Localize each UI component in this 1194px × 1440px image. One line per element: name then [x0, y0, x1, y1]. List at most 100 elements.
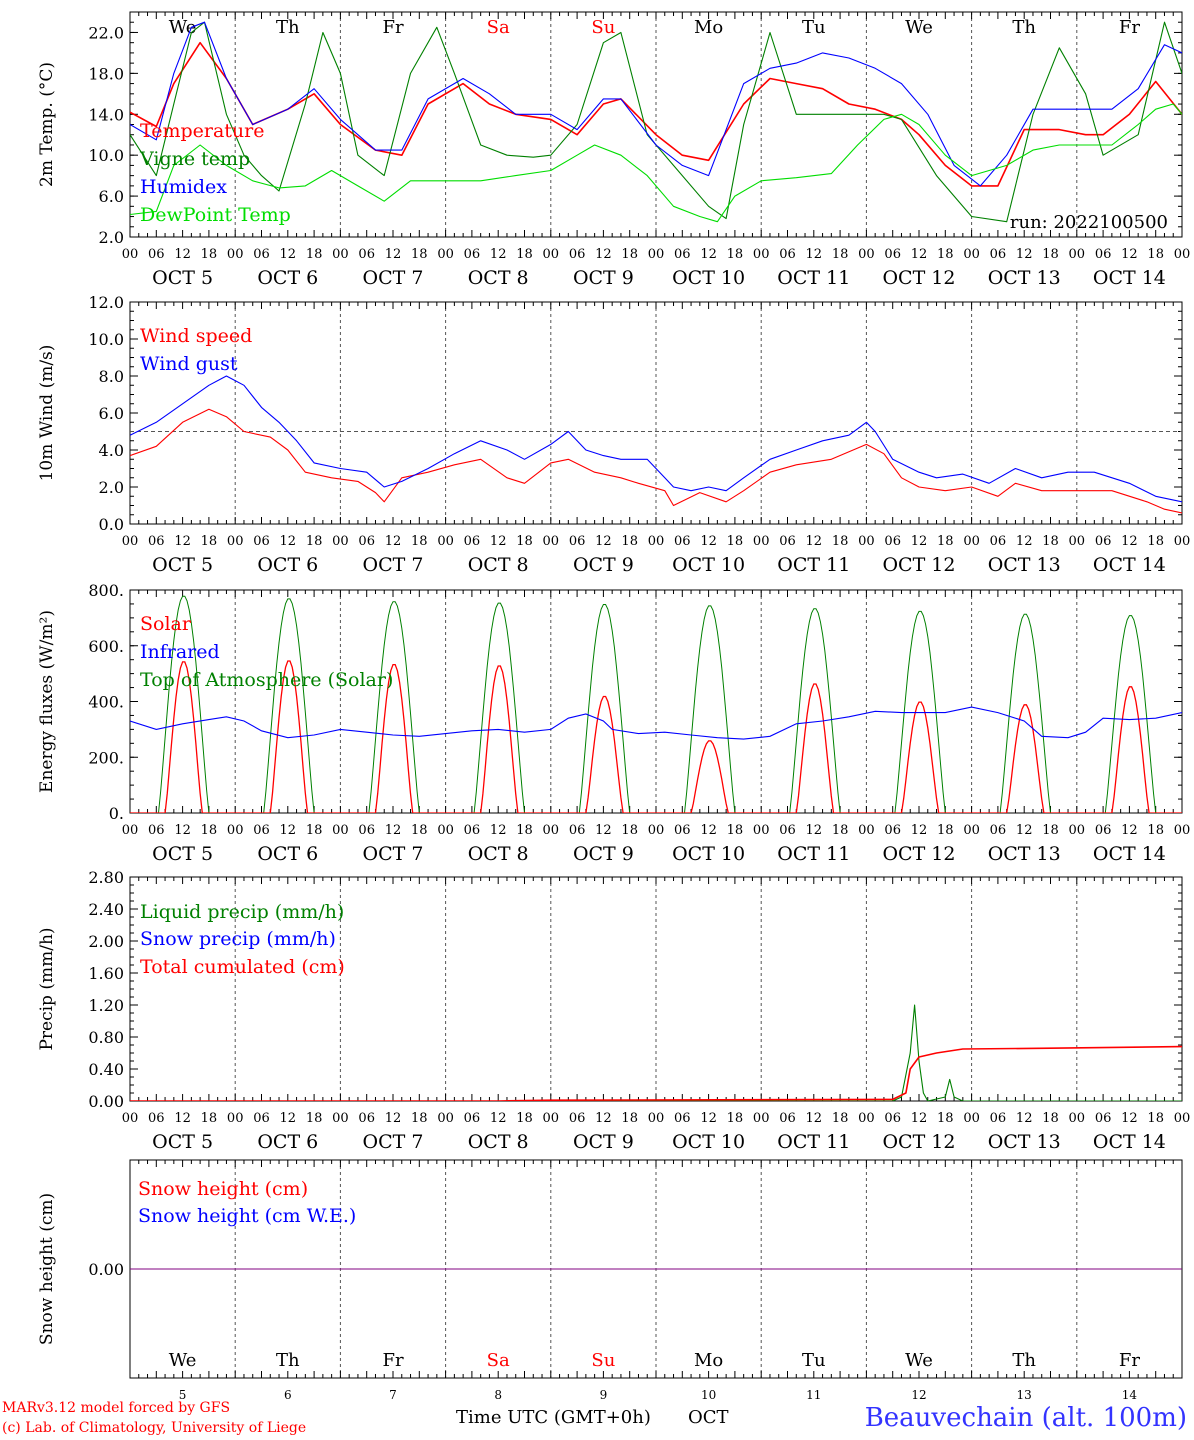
hour-label: 06	[779, 1111, 796, 1126]
hour-label: 18	[201, 534, 218, 549]
day-name-label: Th	[1012, 1350, 1036, 1371]
date-label: OCT 6	[257, 843, 318, 865]
panel-temp: 2.0 6.0 10.0 14.0 18.0 22.0 2m Temp. (°C) We Th F…	[37, 11, 1190, 289]
x-axis-label: Time UTC (GMT+0h)	[456, 1407, 651, 1428]
y-tick-label: 600.	[88, 637, 124, 656]
hour-label: 00	[332, 1111, 349, 1126]
date-label: OCT 11	[777, 554, 850, 576]
hour-label: 06	[253, 534, 270, 549]
hour-label: 18	[1042, 247, 1059, 262]
date-label: OCT 8	[468, 1131, 529, 1153]
hour-label: 18	[621, 534, 638, 549]
hour-label: 06	[884, 1111, 901, 1126]
panel-snow: 0.00 Snow height (cm) We Th Fr Sa Su Mo Tu We Th Fr…	[37, 1159, 1183, 1402]
y-tick-label: 14.0	[88, 105, 124, 124]
y-tick-label: 0.40	[88, 1060, 124, 1079]
date-label: OCT 10	[672, 267, 745, 289]
hour-label: 12	[911, 823, 928, 838]
legend-entry: Vigne temp	[139, 148, 250, 170]
series-line	[130, 103, 1182, 223]
hour-label: 18	[1042, 1111, 1059, 1126]
model-credit: MARv3.12 model forced by GFS	[2, 1400, 230, 1416]
hour-label: 18	[727, 1111, 744, 1126]
date-label: OCT 12	[882, 1131, 955, 1153]
legend-entry: Snow height (cm)	[138, 1178, 308, 1200]
y-tick-label: 22.0	[88, 23, 124, 42]
legend-entry: Temperature	[140, 120, 264, 142]
legend-entry: Infrared	[140, 641, 220, 663]
y-tick-label: 800.	[88, 581, 124, 600]
hour-label: 12	[280, 1111, 297, 1126]
day-name-label: Tu	[802, 17, 826, 38]
hour-label: 00	[1174, 1111, 1191, 1126]
date-label: OCT 5	[152, 843, 213, 865]
date-label: OCT 5	[152, 554, 213, 576]
series-line-solar	[130, 660, 1182, 813]
y-axis-label: 10m Wind (m/s)	[37, 345, 57, 482]
date-label: OCT 6	[257, 267, 318, 289]
hour-label: 06	[358, 534, 375, 549]
legend-entry: Wind speed	[140, 325, 252, 347]
hour-label: 18	[832, 247, 849, 262]
hour-label: 06	[358, 247, 375, 262]
plot-area	[130, 595, 1182, 813]
y-tick-label: 0.	[109, 804, 124, 823]
hour-label: 18	[1147, 823, 1164, 838]
y-tick-label: 10.0	[88, 330, 124, 349]
y-tick-label: 4.0	[99, 441, 124, 460]
hour-label: 12	[911, 1111, 928, 1126]
date-number-label: 8	[494, 1388, 502, 1402]
series-line	[130, 21, 1182, 223]
hour-label: 12	[490, 247, 507, 262]
hour-label: 06	[779, 823, 796, 838]
hour-label: 12	[280, 534, 297, 549]
date-label: OCT 10	[672, 554, 745, 576]
hour-label: 18	[1042, 823, 1059, 838]
date-label: OCT 5	[152, 267, 213, 289]
hour-label: 00	[122, 247, 139, 262]
hour-label: 12	[1016, 534, 1033, 549]
y-tick-label: 1.60	[88, 964, 124, 983]
hour-label: 00	[437, 823, 454, 838]
hour-label: 12	[595, 823, 612, 838]
y-tick-label: 18.0	[88, 64, 124, 83]
date-label: OCT 8	[468, 843, 529, 865]
legend-entry: Humidex	[140, 176, 227, 198]
plot-area	[130, 21, 1182, 223]
hour-label: 18	[411, 1111, 428, 1126]
hour-label: 18	[1042, 534, 1059, 549]
day-name-label: Th	[276, 1350, 300, 1371]
date-label: OCT 8	[468, 554, 529, 576]
hour-label: 12	[385, 247, 402, 262]
date-label: OCT 10	[672, 1131, 745, 1153]
hour-label: 18	[201, 823, 218, 838]
hour-label: 06	[464, 823, 481, 838]
date-label: OCT 6	[257, 554, 318, 576]
hour-label: 12	[490, 1111, 507, 1126]
hour-label: 12	[595, 247, 612, 262]
hour-label: 06	[884, 534, 901, 549]
hour-label: 12	[806, 534, 823, 549]
hour-label: 06	[779, 534, 796, 549]
y-tick-label: 2.0	[99, 228, 124, 247]
hour-label: 18	[937, 247, 954, 262]
date-label: OCT 12	[882, 554, 955, 576]
day-name-label: Fr	[1119, 17, 1140, 38]
hour-label: 06	[884, 823, 901, 838]
hour-label: 12	[385, 1111, 402, 1126]
day-name-label: We	[905, 1350, 933, 1371]
y-tick-label: 6.0	[99, 404, 124, 423]
hour-label: 00	[332, 823, 349, 838]
hour-label: 12	[700, 1111, 717, 1126]
y-axis-label: Energy fluxes (W/m²)	[37, 610, 57, 793]
day-name-label: Mo	[694, 17, 723, 38]
hour-label: 12	[1016, 1111, 1033, 1126]
hour-label: 12	[1016, 823, 1033, 838]
hour-label: 00	[648, 823, 665, 838]
hour-label: 18	[832, 823, 849, 838]
hour-label: 18	[411, 534, 428, 549]
date-label: OCT 7	[363, 1131, 424, 1153]
date-label: OCT 14	[1093, 554, 1166, 576]
y-tick-label: 12.0	[88, 293, 124, 312]
hour-label: 12	[700, 823, 717, 838]
